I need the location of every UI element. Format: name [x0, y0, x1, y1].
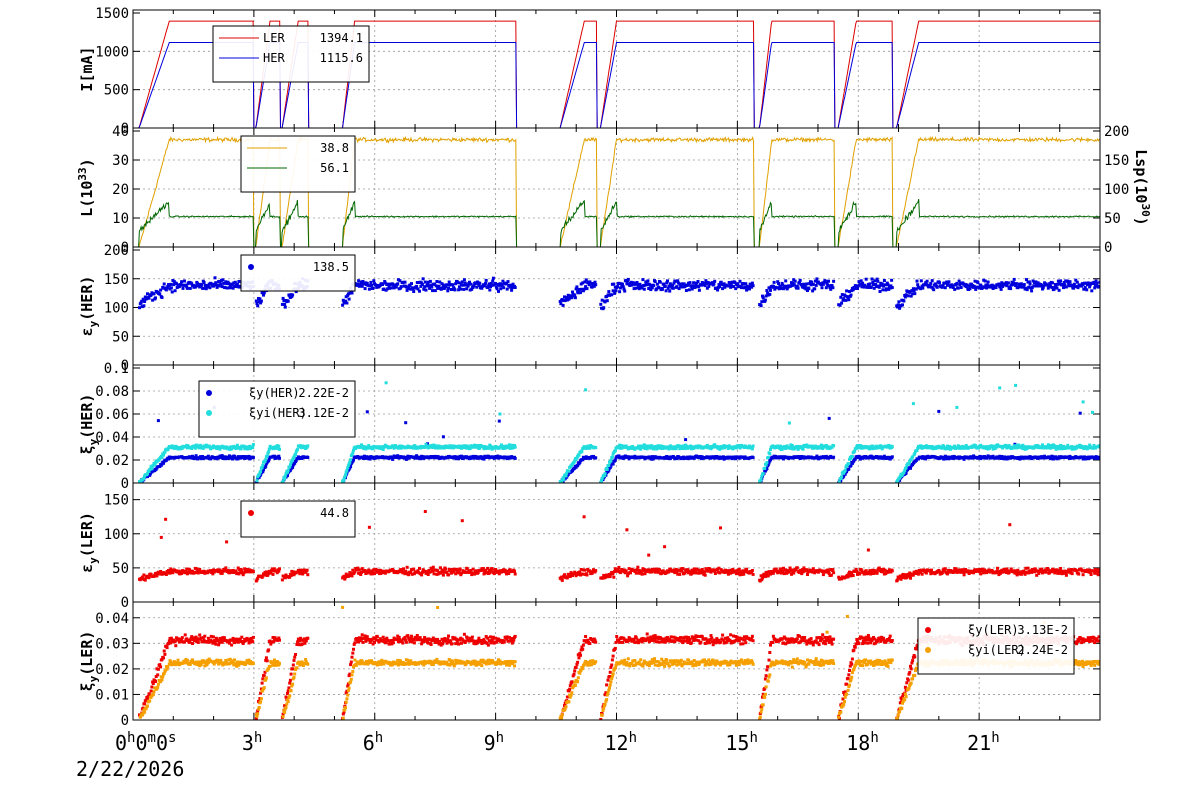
y-tick-label: 0.03 [95, 636, 129, 652]
y-tick-label: 0 [121, 713, 129, 729]
legend-value: 2.22E-2 [298, 386, 349, 400]
legend-label: HER [263, 51, 285, 65]
y-axis-title: εy(LER) [78, 512, 100, 573]
y-tick-label: 1000 [95, 44, 129, 60]
y-tick-label: 10 [112, 211, 129, 227]
legend-dot-marker [206, 390, 212, 396]
y-tick-label: 0.01 [95, 687, 129, 703]
legend-value: 138.5 [313, 260, 349, 274]
panel-xi_her: 00.020.040.060.080.1ξy(HER)ξy(HER)2.22E-… [78, 361, 1101, 492]
x-tick-label: 6h [363, 730, 383, 755]
right-tick-label: 50 [1104, 211, 1121, 227]
y-tick-label: 0.06 [95, 407, 129, 423]
y-tick-label: 1500 [95, 6, 129, 22]
x-axis-labels: 0h0m0s 3h 6h 9h 12h 15h 18h 21h [115, 730, 1000, 755]
x-tick-label: 9h [484, 730, 504, 755]
legend-dot-marker [248, 264, 254, 270]
y-tick-label: 0.04 [95, 611, 129, 627]
y-tick-label: 150 [104, 272, 129, 288]
y-axis-title: I[mA] [78, 46, 96, 91]
y-tick-label: 40 [112, 124, 129, 140]
y-tick-label: 150 [104, 493, 129, 509]
legend-value: 2.24E-2 [1017, 643, 1068, 657]
legend-value: 3.13E-2 [1017, 623, 1068, 637]
panel-xi_ler: 0 0.01 0.02 0.03 0.04 ξy(LER)ξy(LER)3.13E-2ξy… [78, 602, 1101, 729]
legend-dot-marker [248, 510, 254, 516]
y-tick-label: 0.04 [95, 430, 129, 446]
y-tick-label: 0.08 [95, 384, 129, 400]
y-axis-title: ξy(HER) [78, 394, 100, 455]
legend-dot-marker [925, 647, 931, 653]
y-tick-label: 0.02 [95, 662, 129, 678]
y-axis-title: L(1033) [76, 158, 96, 216]
x-tick-label: 12h [605, 730, 638, 755]
right-tick-label: 150 [1104, 153, 1129, 169]
legend: LER 1394.1 HER 1115.6 [213, 26, 369, 82]
right-tick-label: 100 [1104, 182, 1129, 198]
legend: 38.8 56.1 [241, 136, 355, 192]
y-tick-label: 50 [112, 561, 129, 577]
legend-value: 3.12E-2 [298, 406, 349, 420]
y-tick-label: 50 [112, 329, 129, 345]
legend: 44.8 [241, 501, 355, 537]
legend-value: 38.8 [320, 141, 349, 155]
y-tick-label: 500 [104, 83, 129, 99]
legend-value: 1115.6 [320, 51, 363, 65]
panel-luminosity: 010203040050100150200Lsp(1030)L(1033)38.… [76, 124, 1152, 256]
y-tick-label: 20 [112, 182, 129, 198]
right-tick-label: 200 [1104, 124, 1129, 140]
y-axis-title: εy(HER) [78, 276, 100, 337]
y-tick-label: 100 [104, 527, 129, 543]
legend-label: ξy(LER) [968, 623, 1019, 637]
y-tick-label: 200 [104, 243, 129, 259]
legend-label: ξy(HER) [249, 386, 300, 400]
legend-value: 1394.1 [320, 31, 363, 45]
x-tick-label: 0h0m0s [115, 730, 176, 755]
y-tick-label: 0.1 [104, 361, 129, 377]
legend-dot-marker [925, 627, 931, 633]
legend-value: 56.1 [320, 161, 349, 175]
legend-value: 44.8 [320, 506, 349, 520]
x-axis-date: 2/22/2026 [76, 757, 184, 781]
legend-dot-marker [206, 410, 212, 416]
right-axis-title: Lsp(1030) [1132, 149, 1152, 225]
y-tick-label: 0 [121, 476, 129, 492]
x-tick-label: 3h [242, 730, 262, 755]
right-tick-label: 0 [1104, 240, 1112, 256]
x-tick-label: 15h [725, 730, 758, 755]
y-tick-label: 100 [104, 301, 129, 317]
y-tick-label: 0.02 [95, 453, 129, 469]
x-tick-label: 21h [967, 730, 1000, 755]
y-tick-label: 0 [121, 595, 129, 611]
legend: 138.5 [241, 255, 355, 291]
x-tick-label: 18h [846, 730, 879, 755]
y-tick-label: 30 [112, 153, 129, 169]
legend-label: LER [263, 31, 285, 45]
